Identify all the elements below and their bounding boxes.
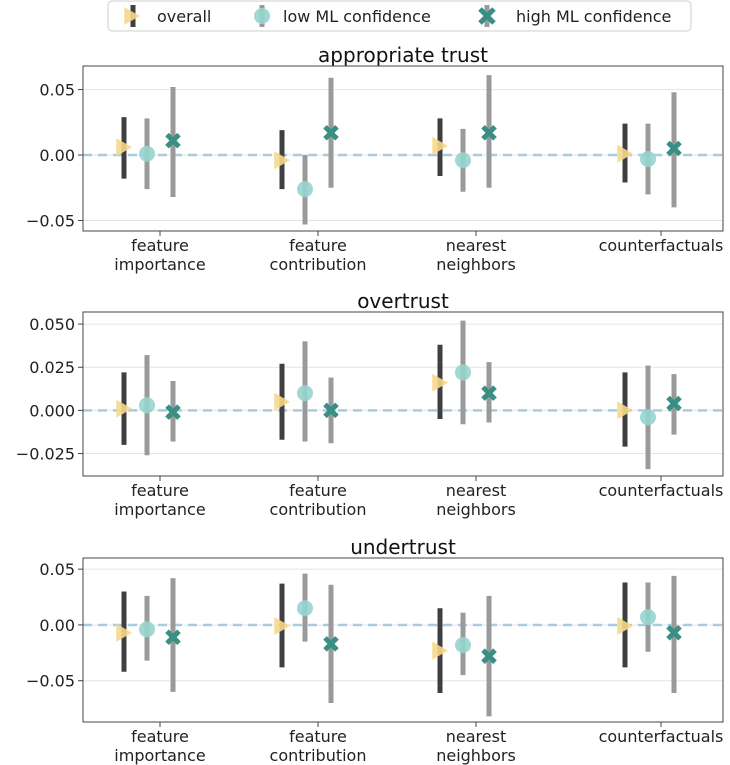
series-overall: [116, 344, 633, 447]
series-high-ml-confidence: [165, 575, 682, 717]
chart-panel-overtrust: overtrust 0.050 0.025 0.000 −0.025 feature imp…: [16, 289, 724, 519]
y-tick-label: 0.05: [39, 560, 75, 579]
series-high-ml-confidence: [165, 75, 682, 208]
plot-frame: [82, 557, 724, 723]
panel-title: overtrust: [357, 289, 449, 313]
data-point-circle: [139, 397, 155, 414]
data-point-x: [165, 629, 181, 645]
data-point-triangle: [432, 641, 448, 660]
data-point-triangle: [274, 151, 290, 170]
data-point-circle: [139, 621, 155, 638]
plot-frame: [82, 65, 724, 232]
y-tick-label: 0.000: [29, 401, 75, 420]
x-category-label: feature contribution: [270, 481, 367, 519]
data-point-x: [481, 125, 497, 141]
data-point-x: [165, 132, 181, 149]
x-category-label: feature importance: [114, 727, 205, 765]
y-tick-label: −0.025: [16, 445, 75, 464]
data-point-triangle: [274, 392, 290, 411]
x-category-label: nearest neighbors: [436, 481, 516, 519]
legend-triangle-marker: [124, 7, 140, 25]
data-point-circle: [297, 600, 313, 617]
y-tick-label: 0.00: [39, 146, 75, 165]
data-point-triangle: [617, 617, 633, 636]
legend-label: low ML confidence: [283, 7, 431, 26]
y-tick-label: −0.05: [26, 212, 75, 231]
panel-title: undertrust: [350, 535, 456, 559]
panel-title: appropriate trust: [318, 43, 488, 67]
data-point-circle: [640, 150, 656, 167]
legend-circle-marker: [254, 8, 270, 24]
data-point-circle: [139, 145, 155, 162]
x-category-label: counterfactuals: [599, 481, 724, 500]
x-category-label: feature importance: [114, 481, 205, 519]
series-high-ml-confidence: [165, 362, 682, 444]
y-tick-label: 0.025: [29, 358, 75, 377]
data-point-x: [666, 624, 682, 641]
data-point-triangle: [432, 373, 448, 392]
chart-panel-undertrust: undertrust 0.05 0.00 −0.05 feature importance…: [26, 535, 724, 765]
data-point-circle: [297, 181, 313, 198]
data-point-triangle: [116, 138, 132, 157]
data-point-circle: [640, 409, 656, 426]
data-point-x: [323, 125, 339, 141]
chart-panel-appropriate-trust: appropriate trust 0.05 0.00 −0.05 feature imp…: [26, 43, 724, 274]
data-point-triangle: [116, 399, 132, 418]
data-point-x: [481, 385, 497, 401]
data-point-x: [481, 648, 497, 664]
legend-item-high-ml-confidence: high ML confidence: [478, 5, 671, 27]
data-point-circle: [297, 385, 313, 402]
x-category-label: feature contribution: [270, 236, 367, 274]
data-point-circle: [640, 609, 656, 626]
x-category-label: nearest neighbors: [436, 236, 516, 274]
data-point-circle: [455, 152, 471, 169]
data-point-circle: [455, 364, 471, 381]
series-overall: [116, 117, 633, 190]
y-tick-label: 0.05: [39, 81, 75, 100]
y-tick-label: 0.050: [29, 315, 75, 334]
series-low-ml-confidence: [139, 320, 656, 470]
panels: appropriate trust 0.05 0.00 −0.05 feature imp…: [16, 43, 724, 765]
x-category-label: feature importance: [114, 236, 205, 274]
y-tick-label: 0.00: [39, 616, 75, 635]
x-category-label: counterfactuals: [599, 236, 724, 255]
plot-frame: [82, 311, 724, 477]
data-point-triangle: [617, 144, 633, 163]
legend: overall low ML confidence high ML confiden…: [107, 0, 692, 32]
data-point-triangle: [617, 401, 633, 420]
series-low-ml-confidence: [139, 573, 656, 676]
data-point-circle: [455, 637, 471, 654]
y-tick-label: −0.05: [26, 672, 75, 691]
series-low-ml-confidence: [139, 118, 656, 225]
data-point-x: [666, 395, 682, 412]
legend-frame: [107, 0, 692, 32]
x-category-label: nearest neighbors: [436, 727, 516, 765]
data-point-x: [165, 404, 181, 420]
data-point-x: [666, 140, 682, 157]
legend-item-low-ml-confidence: low ML confidence: [254, 5, 431, 27]
data-point-triangle: [274, 617, 290, 636]
legend-label: high ML confidence: [516, 7, 671, 26]
legend-item-overall: overall: [124, 5, 211, 27]
data-point-x: [323, 636, 339, 652]
legend-x-marker: [478, 7, 496, 25]
data-point-x: [323, 402, 339, 419]
x-category-label: feature contribution: [270, 727, 367, 765]
series-overall: [116, 582, 633, 693]
legend-label: overall: [157, 7, 211, 26]
data-point-triangle: [432, 136, 448, 155]
data-point-triangle: [116, 623, 132, 642]
x-category-label: counterfactuals: [599, 727, 724, 746]
